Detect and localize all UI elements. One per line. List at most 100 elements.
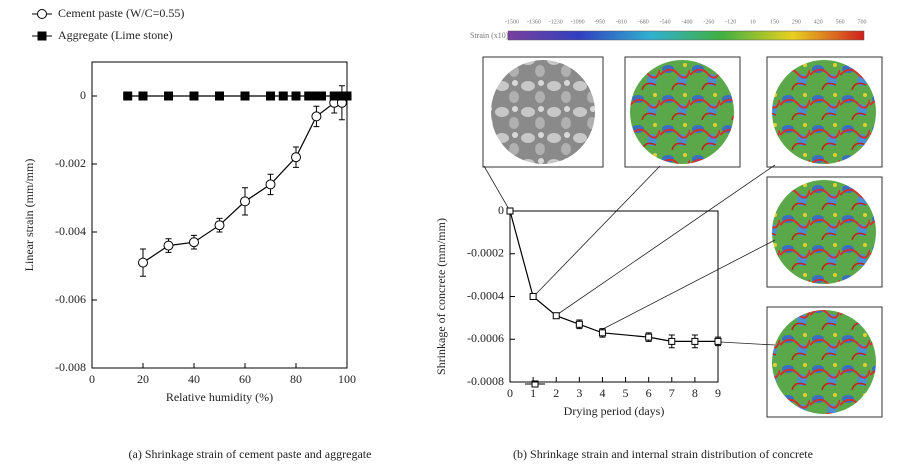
colorbar-tick-label: 560 <box>836 19 845 25</box>
legend-marker <box>531 380 539 388</box>
y-tick-label: -0.006 <box>55 292 86 306</box>
marker <box>529 293 537 300</box>
marker <box>645 333 653 341</box>
marker <box>265 179 276 190</box>
colorbar-tick-label: 290 <box>792 19 801 25</box>
leader-line <box>600 239 776 331</box>
colorbar-tick-label: -950 <box>594 19 605 25</box>
leader-line <box>557 164 776 315</box>
colorbar-tick-label: -1360 <box>527 19 541 25</box>
y-tick-label: -0.0002 <box>467 246 504 260</box>
x-tick-label: 4 <box>599 386 605 400</box>
y-axis-label: Linear strain (mm/mm) <box>22 159 36 272</box>
colorbar-tick-label: -1500 <box>505 19 519 25</box>
y-tick-label: 0 <box>498 203 504 217</box>
marker <box>138 257 148 268</box>
caption: (b) Shrinkage strain and internal strain… <box>513 447 813 461</box>
colorbar-tick-label: -120 <box>725 19 736 25</box>
colorbar-tick-label: 150 <box>770 19 779 25</box>
x-tick-label: 1 <box>530 386 536 400</box>
marker <box>329 91 339 101</box>
x-tick-label: 60 <box>239 372 251 386</box>
colorbar-tick-label: -1090 <box>571 19 585 25</box>
plot-frame <box>509 210 719 383</box>
y-axis-label: Shrinkage of concrete (mm/mm) <box>434 218 448 375</box>
colorbar-tick-label: -810 <box>616 19 627 25</box>
y-tick-label: -0.004 <box>55 224 86 238</box>
leader-line <box>719 341 776 346</box>
marker <box>215 91 224 101</box>
marker <box>317 91 326 101</box>
marker <box>163 240 174 251</box>
x-tick-label: 20 <box>137 372 149 386</box>
colorbar-tick-label: -680 <box>638 19 649 25</box>
marker <box>575 320 583 328</box>
marker <box>506 207 514 215</box>
colorbar-tick-label: 700 <box>858 19 867 25</box>
x-tick-label: 3 <box>576 386 582 400</box>
marker <box>304 91 314 101</box>
strain-image <box>630 60 734 164</box>
marker <box>342 91 352 101</box>
marker <box>189 91 199 101</box>
y-tick-label: -0.0006 <box>467 331 504 345</box>
marker <box>668 337 676 345</box>
marker <box>691 337 699 345</box>
x-tick-label: 8 <box>692 386 698 400</box>
colorbar-tick-label: -400 <box>682 19 693 25</box>
strain-image <box>772 180 876 284</box>
y-tick-label: -0.002 <box>55 156 86 170</box>
x-tick-label: 40 <box>188 372 200 386</box>
plot-frame <box>91 61 348 369</box>
colorbar-tick-label: -260 <box>703 19 714 25</box>
y-tick-label: -0.008 <box>55 360 86 374</box>
x-tick-label: 9 <box>715 386 721 400</box>
marker <box>291 91 301 101</box>
marker <box>164 91 173 101</box>
marker <box>598 329 606 337</box>
x-tick-label: 100 <box>338 372 356 386</box>
marker <box>240 91 250 101</box>
marker <box>214 220 225 231</box>
colorbar-tick-label: 10 <box>750 19 756 25</box>
caption: (a) Shrinkage strain of cement paste and… <box>129 447 372 461</box>
colorbar-tick-label: 420 <box>814 19 823 25</box>
marker <box>240 196 250 207</box>
leaders <box>483 164 776 346</box>
y-tick-label: 0 <box>80 88 86 102</box>
images <box>482 30 883 418</box>
x-tick-label: 7 <box>669 386 675 400</box>
marker <box>189 237 199 248</box>
leader-line <box>535 165 661 295</box>
marker <box>37 31 47 41</box>
marker <box>714 337 722 345</box>
strain-image <box>772 310 876 414</box>
marker <box>552 312 560 320</box>
colorbar-label: Strain (x10) <box>470 31 509 40</box>
colorbar <box>507 30 865 41</box>
y-tick-label: -0.0008 <box>467 374 504 388</box>
x-axis-label: Drying period (days) <box>564 404 665 418</box>
legend-label: Aggregate (Lime stone) <box>58 28 173 42</box>
x-tick-label: 80 <box>290 372 302 386</box>
series-line <box>142 102 342 264</box>
x-axis-label: Relative humidity (%) <box>166 390 273 404</box>
legend-label: Cement paste (W/C=0.55) <box>58 6 184 20</box>
colorbar-tick-label: -1230 <box>549 19 563 25</box>
marker <box>278 91 288 101</box>
marker <box>37 9 47 19</box>
marker <box>123 91 133 101</box>
x-tick-label: 2 <box>553 386 559 400</box>
strain-image <box>772 60 876 164</box>
x-tick-label: 0 <box>89 372 95 386</box>
ct-image <box>491 60 595 164</box>
x-tick-label: 6 <box>646 386 652 400</box>
colorbar-tick-label: -540 <box>660 19 671 25</box>
marker <box>311 111 322 122</box>
marker <box>266 91 275 101</box>
series-line <box>509 210 718 342</box>
leader-line <box>483 165 511 212</box>
x-tick-label: 0 <box>507 386 513 400</box>
marker <box>138 91 148 101</box>
